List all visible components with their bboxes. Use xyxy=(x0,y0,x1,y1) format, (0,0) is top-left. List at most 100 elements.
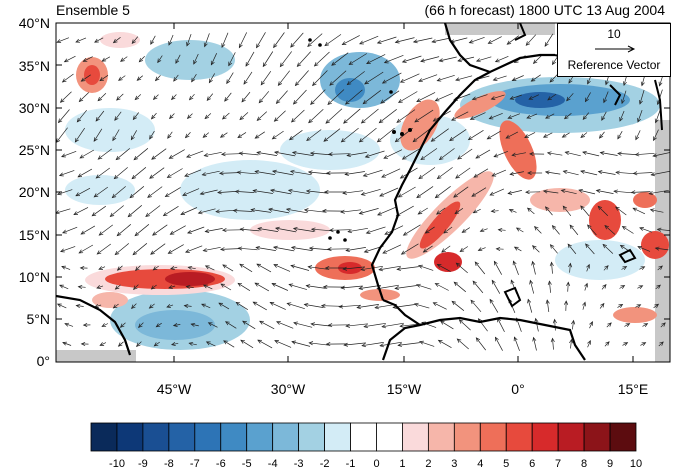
wind-vector-head xyxy=(218,302,224,307)
wind-vector xyxy=(506,35,520,45)
wind-vector-head xyxy=(534,317,539,323)
azores-island xyxy=(308,38,312,42)
wind-vector xyxy=(58,109,70,123)
colorbar-swatch xyxy=(505,422,533,452)
reference-arrow-icon xyxy=(595,45,636,53)
wind-vector-head xyxy=(169,114,174,120)
wind-vector-head xyxy=(167,134,172,139)
wind-vector-head xyxy=(544,42,549,47)
wind-vector-head xyxy=(383,154,388,159)
wind-vector-head xyxy=(379,343,385,348)
wind-vector xyxy=(379,265,401,271)
wind-vector-head xyxy=(600,302,605,308)
wind-vector xyxy=(510,94,522,100)
wind-vector-head xyxy=(218,171,224,176)
wind-vector-head xyxy=(166,304,171,308)
wind-vector xyxy=(268,208,290,214)
wind-vector-head xyxy=(436,264,442,268)
wind-vector xyxy=(418,167,436,179)
colorbar-swatch xyxy=(609,422,637,452)
wind-vector-head xyxy=(197,210,203,215)
wind-vector xyxy=(617,153,637,155)
wind-vector-head xyxy=(325,341,331,347)
wind-vector-head xyxy=(490,208,496,214)
wind-vector xyxy=(543,190,559,194)
wind-vector-head xyxy=(260,80,265,86)
wind-vector-head xyxy=(109,212,115,218)
forecast-time-title: (66 h forecast) 1800 UTC 13 Aug 2004 xyxy=(424,2,665,18)
wind-vector xyxy=(153,94,159,100)
wind-vector xyxy=(342,190,364,194)
wind-vector xyxy=(202,170,220,176)
wind-vector xyxy=(598,171,616,175)
wind-vector-head xyxy=(419,340,424,345)
wind-vector xyxy=(253,301,267,311)
wind-vector-head xyxy=(152,95,158,100)
wind-vector-head xyxy=(571,319,576,325)
wind-vector-head xyxy=(613,189,618,194)
wind-vector xyxy=(532,245,540,253)
wind-vector-head xyxy=(525,190,530,195)
wind-vector-head xyxy=(366,60,371,64)
wind-vector xyxy=(272,130,284,140)
wind-vector-head xyxy=(432,302,438,307)
wind-vector-head xyxy=(622,81,627,86)
wind-vector xyxy=(271,283,289,291)
wind-vector-head xyxy=(472,209,478,214)
negative-anomaly xyxy=(65,108,155,152)
wind-vector xyxy=(416,284,432,290)
wind-vector-head xyxy=(381,173,386,178)
wind-vector xyxy=(198,208,216,214)
wind-vector-head xyxy=(544,170,550,175)
wind-vector-head xyxy=(323,189,329,195)
wind-vector xyxy=(193,53,199,65)
wind-vector-head xyxy=(59,98,65,103)
wind-vector-head xyxy=(394,138,400,143)
wind-vector xyxy=(280,51,292,67)
wind-vector-head xyxy=(529,279,534,285)
wind-vector xyxy=(562,205,572,217)
wind-vector xyxy=(489,299,499,313)
wind-vector xyxy=(622,342,628,346)
wind-vector-head xyxy=(638,99,643,105)
wind-vector-head xyxy=(273,264,279,268)
tunisia-coastline xyxy=(609,84,622,106)
wind-vector-head xyxy=(416,98,421,102)
wind-vector xyxy=(274,110,286,122)
wind-vector-head xyxy=(525,41,531,46)
xtick-label: 45°W xyxy=(156,381,192,397)
wind-vector xyxy=(420,56,440,62)
wind-vector-head xyxy=(636,304,642,309)
wind-vector-head xyxy=(256,150,261,155)
wind-vector xyxy=(80,225,96,235)
wind-vector xyxy=(476,56,492,62)
positive-anomaly xyxy=(338,262,362,274)
wind-vector xyxy=(240,339,254,349)
wind-vector xyxy=(167,131,173,139)
wind-vector xyxy=(308,109,324,123)
ytick-label: 20°N xyxy=(18,184,50,200)
wind-vector xyxy=(395,37,415,43)
colorbar-swatch xyxy=(194,422,222,452)
wind-vector xyxy=(514,336,520,352)
wind-vector-head xyxy=(658,81,663,87)
wind-vector-head xyxy=(79,154,85,159)
wind-vector-head xyxy=(384,230,389,235)
wind-vector-head xyxy=(62,341,67,346)
wind-vector-head xyxy=(114,116,119,121)
wind-vector xyxy=(397,266,419,270)
wind-vector xyxy=(251,209,271,213)
wind-vector-head xyxy=(328,228,334,233)
wind-vector xyxy=(615,171,635,175)
wind-vector xyxy=(423,245,433,253)
wind-vector-head xyxy=(168,40,173,46)
wind-vector xyxy=(98,266,106,270)
iberia-north-coastline xyxy=(514,23,527,41)
wind-vector xyxy=(566,93,574,101)
colorbar-swatch xyxy=(531,422,559,452)
wind-vector xyxy=(563,170,579,176)
wind-vector-head xyxy=(277,81,283,86)
wind-vector xyxy=(60,246,76,252)
wind-vector-head xyxy=(544,206,550,211)
